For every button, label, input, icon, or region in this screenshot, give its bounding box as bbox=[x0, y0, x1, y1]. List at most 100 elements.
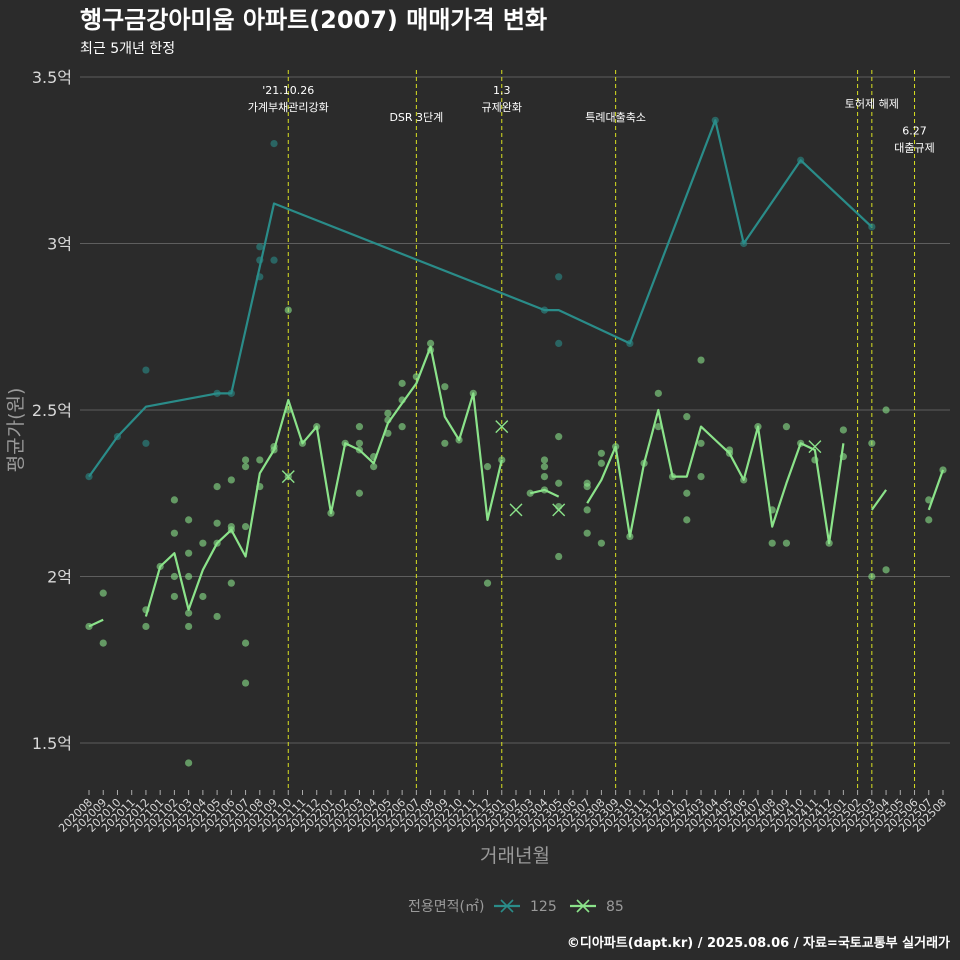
data-point-85 bbox=[227, 526, 235, 534]
data-point-85 bbox=[825, 539, 833, 547]
data-point-85 bbox=[199, 592, 207, 601]
chart-caption: ©디아파트(dapt.kr) / 2025.08.06 / 자료=국토교통부 실… bbox=[567, 935, 950, 951]
x-axis-title: 거래년월 bbox=[480, 845, 550, 867]
data-point-85 bbox=[526, 489, 534, 497]
data-point-125 bbox=[711, 116, 719, 124]
data-point-125 bbox=[270, 256, 278, 264]
data-point-125 bbox=[142, 439, 150, 447]
data-point-125 bbox=[256, 243, 264, 251]
data-point-85 bbox=[142, 622, 150, 631]
data-point-85 bbox=[241, 639, 250, 647]
data-point-85 bbox=[185, 609, 193, 617]
data-point-85 bbox=[85, 622, 93, 631]
legend-label-85: 85 bbox=[606, 899, 624, 915]
data-point-125 bbox=[227, 389, 235, 397]
data-point-85 bbox=[185, 549, 193, 557]
data-point-85 bbox=[355, 489, 364, 497]
y-tick-label: 2.5억 bbox=[32, 401, 72, 420]
data-point-85 bbox=[483, 463, 492, 471]
y-tick-label: 1.5억 bbox=[32, 734, 72, 753]
data-point-85 bbox=[626, 532, 634, 541]
event-label: DSR 3단계 bbox=[389, 111, 443, 124]
event-label: 1.3 bbox=[493, 84, 511, 97]
data-point-85 bbox=[384, 409, 392, 417]
data-point-125 bbox=[740, 239, 748, 248]
event-label: 대출규제 bbox=[894, 142, 934, 155]
data-point-85 bbox=[398, 423, 406, 431]
series-line-85 bbox=[927, 469, 945, 511]
data-point-85 bbox=[455, 436, 463, 444]
legend-label-125: 125 bbox=[530, 899, 557, 915]
series-line-85 bbox=[144, 345, 503, 617]
data-point-85 bbox=[683, 516, 691, 524]
data-point-85 bbox=[170, 496, 178, 504]
data-point-85 bbox=[654, 389, 662, 397]
event-label: 6.27 bbox=[902, 125, 927, 138]
data-point-85 bbox=[697, 439, 705, 447]
data-point-85 bbox=[839, 426, 847, 434]
data-point-85 bbox=[355, 439, 364, 447]
data-point-85 bbox=[540, 456, 549, 464]
data-point-85 bbox=[384, 416, 392, 424]
data-point-125 bbox=[113, 433, 122, 441]
legend-title: 전용면적(㎡) bbox=[408, 899, 484, 915]
data-point-125 bbox=[868, 223, 876, 231]
data-point-85 bbox=[583, 482, 591, 491]
event-label: 규제완화 bbox=[482, 101, 522, 114]
data-point-85 bbox=[241, 456, 250, 464]
data-point-85 bbox=[170, 592, 178, 601]
data-point-85 bbox=[142, 606, 150, 614]
data-point-85 bbox=[555, 433, 563, 441]
legend-cross-125 bbox=[500, 899, 514, 913]
data-point-85 bbox=[683, 413, 691, 421]
legend-item-125: 125 bbox=[494, 899, 557, 915]
data-point-125 bbox=[797, 156, 805, 164]
data-point-85 bbox=[612, 443, 620, 451]
data-point-85 bbox=[469, 389, 477, 397]
data-point-85 bbox=[384, 429, 392, 437]
data-point-85 bbox=[725, 449, 734, 457]
data-point-85 bbox=[597, 539, 606, 547]
data-point-85 bbox=[697, 356, 705, 364]
series-line-125 bbox=[88, 119, 873, 478]
data-point-85 bbox=[697, 473, 705, 481]
y-tick-label: 2억 bbox=[47, 568, 72, 587]
data-point-85 bbox=[597, 449, 606, 457]
event-label: 특례대출축소 bbox=[585, 111, 646, 124]
data-point-85 bbox=[483, 579, 492, 587]
data-point-85 bbox=[768, 506, 776, 514]
data-point-85 bbox=[797, 439, 805, 447]
data-point-125 bbox=[142, 366, 150, 374]
data-point-85 bbox=[156, 562, 164, 571]
data-point-85 bbox=[298, 439, 307, 447]
data-point-85 bbox=[370, 463, 378, 471]
data-point-85 bbox=[241, 522, 250, 531]
data-point-85 bbox=[256, 482, 264, 491]
cancelled-marker-85 bbox=[808, 440, 822, 454]
event-label: 토허제 해제 bbox=[845, 97, 899, 111]
data-point-85 bbox=[99, 589, 107, 597]
data-point-85 bbox=[185, 622, 193, 631]
data-point-85 bbox=[640, 459, 648, 467]
event-label: 가계부채관리강화 bbox=[248, 101, 329, 114]
data-point-85 bbox=[241, 679, 250, 687]
legend-item-85: 85 bbox=[570, 899, 624, 915]
data-point-85 bbox=[256, 456, 264, 464]
data-point-125 bbox=[270, 140, 278, 148]
data-point-85 bbox=[555, 552, 563, 561]
data-point-125 bbox=[85, 473, 93, 481]
data-point-85 bbox=[597, 459, 606, 467]
data-point-85 bbox=[754, 423, 762, 431]
data-point-85 bbox=[341, 439, 349, 447]
data-point-85 bbox=[185, 572, 193, 581]
data-point-85 bbox=[170, 529, 178, 537]
y-axis-title: 평균가(원) bbox=[5, 388, 27, 473]
data-point-85 bbox=[668, 473, 677, 481]
y-tick-label: 3억 bbox=[47, 235, 72, 254]
data-point-85 bbox=[925, 496, 933, 504]
data-point-85 bbox=[441, 439, 449, 447]
data-point-85 bbox=[811, 456, 819, 464]
data-point-85 bbox=[441, 383, 449, 391]
